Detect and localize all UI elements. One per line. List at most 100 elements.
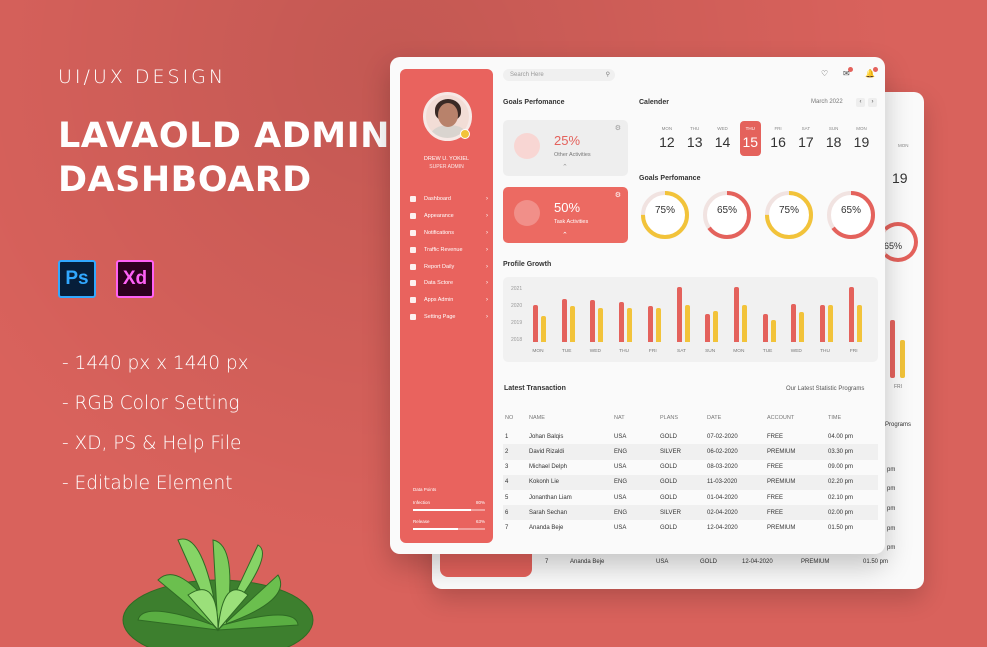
calendar-day-of-week: FRI xyxy=(774,126,782,131)
x-tick-label: SAT xyxy=(677,349,686,354)
table-cell: ENG xyxy=(614,479,628,486)
table-row[interactable]: 2 David Rizaldi ENG SILVER 06-02-2020 PREMIUM… xyxy=(503,444,878,460)
table-cell: Sarah Sechan xyxy=(529,509,568,516)
table-row[interactable]: 7 Ananda Beje USA GOLD 12-04-2020 PREMIUM 01.5… xyxy=(503,520,878,535)
calendar-next-button[interactable]: › xyxy=(868,98,877,107)
chevron-up-icon[interactable]: ⌃ xyxy=(562,232,568,239)
sidebar-item[interactable]: Traffic Revenue › xyxy=(410,241,490,258)
goal-value: 50% xyxy=(554,200,581,215)
search-input[interactable]: Search Here ⚲ xyxy=(503,69,615,81)
calendar-day-number: 13 xyxy=(686,134,703,150)
column-header[interactable]: NO xyxy=(505,414,514,421)
fist-icon xyxy=(514,133,540,159)
bell-icon[interactable]: 🔔 xyxy=(865,67,878,78)
ring-graphic xyxy=(827,191,875,239)
sidebar-nav: Dashboard › Appearance › Notifications › Traff… xyxy=(410,191,490,325)
table-cell: David Rizaldi xyxy=(529,448,565,455)
chevron-up-icon[interactable]: ⌃ xyxy=(562,164,568,171)
calendar-prev-button[interactable]: ‹ xyxy=(856,98,865,107)
goal-card[interactable]: 50% Task Activities ⚙ xyxy=(503,187,628,243)
sidebar-item-label: Appearance xyxy=(424,213,454,220)
back-time: pm xyxy=(887,506,896,512)
table-cell: USA xyxy=(614,464,627,471)
column-header[interactable]: NAT xyxy=(614,414,625,421)
data-point-row: Release 63% xyxy=(413,519,485,524)
calendar-day[interactable]: THU 13 xyxy=(681,121,709,156)
x-tick-label: MON xyxy=(733,349,745,354)
table-cell: GOLD xyxy=(660,479,678,486)
chart-bar xyxy=(569,306,575,342)
table-cell: 02.20 pm xyxy=(828,479,854,486)
x-tick-label: MON xyxy=(532,349,544,354)
calendar-day-of-week: THU xyxy=(690,126,700,131)
feature-list: - 1440 px x 1440 px - RGB Color Setting … xyxy=(62,350,249,510)
calendar-day-of-week: MON xyxy=(856,126,867,131)
chevron-right-icon: › xyxy=(486,313,488,320)
gear-icon xyxy=(410,313,416,320)
table-row[interactable]: 5 Jonanthan Liam USA GOLD 01-04-2020 FREE 02.1… xyxy=(503,490,878,505)
sidebar-item[interactable]: Dashboard › xyxy=(410,191,490,208)
calendar-day[interactable]: MON 19 xyxy=(848,121,876,156)
chart-bar xyxy=(676,287,682,342)
table-cell: 5 xyxy=(505,494,509,501)
heart-icon[interactable]: ♡ xyxy=(821,69,829,78)
chart-bar xyxy=(705,314,711,342)
sidebar-item[interactable]: Apps Admin › xyxy=(410,292,490,309)
avatar[interactable] xyxy=(423,92,472,141)
table-row[interactable]: 1 Johan Balqis USA GOLD 07-02-2020 FREE 04.00 … xyxy=(503,429,878,444)
goal-label: Task Activities xyxy=(554,219,589,225)
sidebar-item[interactable]: Setting Page › xyxy=(410,309,490,326)
back-time: pm xyxy=(887,486,896,492)
goal-rings-title: Goals Perfomance xyxy=(639,175,701,182)
profile-growth-chart: 2021 2020 2019 2018 MON TUE WED THU FRI SAT SUN MON… xyxy=(503,277,878,362)
column-header[interactable]: NAME xyxy=(529,414,545,421)
sidebar-item[interactable]: Data Sctore › xyxy=(410,275,490,292)
back-time: pm xyxy=(887,545,896,551)
succulent-plant-icon xyxy=(122,538,314,647)
table-cell: 09.00 pm xyxy=(828,464,854,471)
table-row[interactable]: 4 Kokonh Lie ENG GOLD 11-03-2020 PREMIUM 02.20… xyxy=(503,474,878,490)
sidebar-item[interactable]: Appearance › xyxy=(410,208,490,225)
calendar-day[interactable]: SUN 18 xyxy=(820,121,848,156)
gear-icon[interactable]: ⚙ xyxy=(614,125,621,132)
statistic-programs-link[interactable]: Our Latest Statistic Programs xyxy=(786,386,865,392)
column-header[interactable]: DATE xyxy=(707,414,722,421)
sidebar-item[interactable]: Notifications › xyxy=(410,225,490,242)
calendar-day-number: 12 xyxy=(659,134,675,150)
data-icon xyxy=(410,280,416,287)
user-name: DREW U. YOKIEL xyxy=(423,156,470,162)
table-row[interactable]: 3 Michael Delph USA GOLD 08-03-2020 FREE 09.00… xyxy=(503,460,878,475)
ring-progress-arc xyxy=(765,191,813,239)
calendar-day[interactable]: SAT 17 xyxy=(792,121,820,156)
calendar-day[interactable]: THU 15 xyxy=(739,121,761,156)
column-header[interactable]: TIME xyxy=(828,414,842,421)
gear-icon[interactable]: ⚙ xyxy=(614,192,621,199)
table-row[interactable]: 6 Sarah Sechan ENG SILVER 02-04-2020 FREE 02.0… xyxy=(503,505,878,521)
sidebar-item[interactable]: Report Daily › xyxy=(410,258,490,275)
ring-progress-arc xyxy=(827,191,875,239)
chart-bar xyxy=(619,301,625,342)
ring-value: 65% xyxy=(716,205,737,216)
sidebar-item-label: Apps Admin xyxy=(424,297,454,304)
goal-card[interactable]: 25% Other Activities ⚙ xyxy=(503,120,628,176)
column-header[interactable]: PLANS xyxy=(660,414,679,421)
transactions-table: NO NAME NAT PLANS DATE ACCOUNT TIME 1 Johan Balq… xyxy=(503,410,878,536)
calendar-day-number: 18 xyxy=(825,134,842,150)
goal-ring: 75% xyxy=(763,189,815,241)
back-time: pm xyxy=(887,526,896,532)
table-cell: 02.10 pm xyxy=(828,494,854,501)
calendar-day[interactable]: MON 12 xyxy=(653,121,681,156)
calendar-day[interactable]: WED 14 xyxy=(709,121,737,156)
mail-icon[interactable]: ✉ xyxy=(843,67,853,78)
chart-bar xyxy=(741,304,747,342)
goal-ring: 75% xyxy=(639,189,691,241)
feature-item: - 1440 px x 1440 px xyxy=(62,353,249,374)
promo-eyebrow: UI/UX DESIGN xyxy=(58,66,227,88)
promo-text: UI/UX DESIGN LAVAOLD ADMIN DASHBOARD xyxy=(58,66,390,202)
column-header[interactable]: ACCOUNT xyxy=(767,414,795,421)
calendar-day[interactable]: FRI 16 xyxy=(764,121,792,156)
table-cell: FREE xyxy=(767,433,784,440)
chart-bar xyxy=(590,299,596,342)
back-cell: Ananda Beje xyxy=(570,559,605,565)
search-icon[interactable]: ⚲ xyxy=(605,72,610,78)
